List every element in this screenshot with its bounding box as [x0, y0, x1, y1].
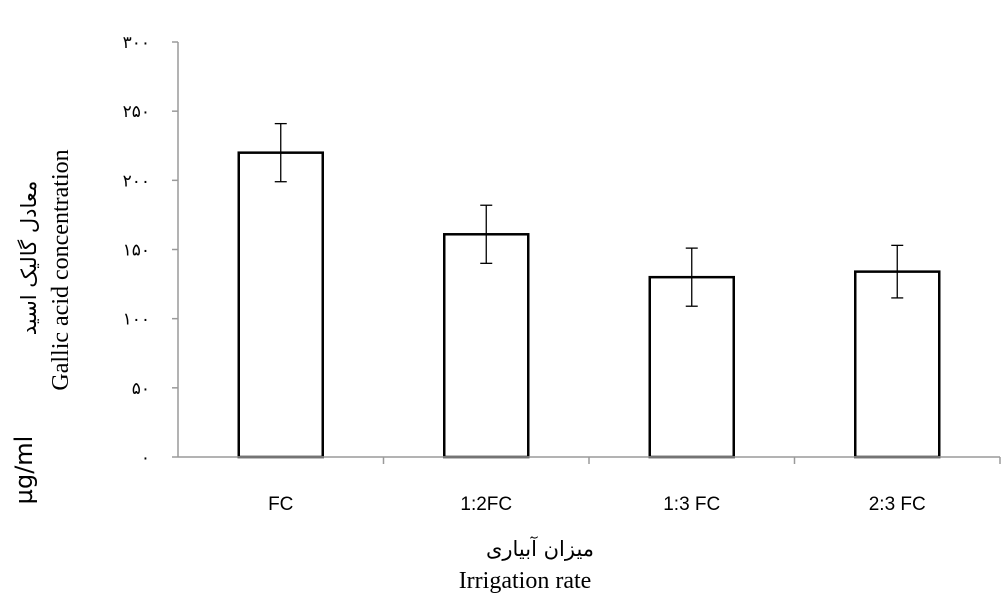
x-axis-title-fa: میزان آبیاری	[486, 536, 594, 561]
x-tick-label: 1:3 FC	[663, 494, 720, 515]
x-axis-labels: FC 1:2FC 1:3 FC 2:3 FC	[268, 494, 926, 515]
y-axis-title-fa: معادل گالیک اسید	[17, 181, 41, 335]
x-tick-label: 1:2FC	[460, 494, 512, 515]
bars	[237, 151, 941, 459]
error-bars	[274, 122, 904, 307]
y-tick-label: ١٠٠	[123, 310, 150, 330]
x-axis-title: Irrigation rate	[459, 568, 592, 594]
y-axis-ticks: ٠ ۵٠ ١٠٠ ١۵٠ ٢٠٠ ٢۵٠ ٣٠٠	[123, 33, 1001, 468]
y-tick-label: ٢۵٠	[123, 102, 150, 122]
x-tick-label: FC	[268, 494, 293, 515]
bar-2	[443, 233, 530, 459]
y-axis-title: Gallic acid concentration	[48, 149, 74, 390]
x-tick-label: 2:3 FC	[869, 494, 926, 515]
y-tick-label: ٠	[141, 448, 150, 468]
bar-4	[854, 270, 941, 459]
bar-1	[237, 151, 324, 459]
bar-3	[648, 275, 735, 459]
y-tick-label: ٣٠٠	[123, 33, 150, 53]
y-tick-label: ٢٠٠	[123, 171, 150, 191]
y-tick-label: ۵٠	[132, 379, 150, 399]
y-axis-unit: µg/ml	[10, 436, 38, 505]
y-tick-label: ١۵٠	[123, 241, 150, 261]
